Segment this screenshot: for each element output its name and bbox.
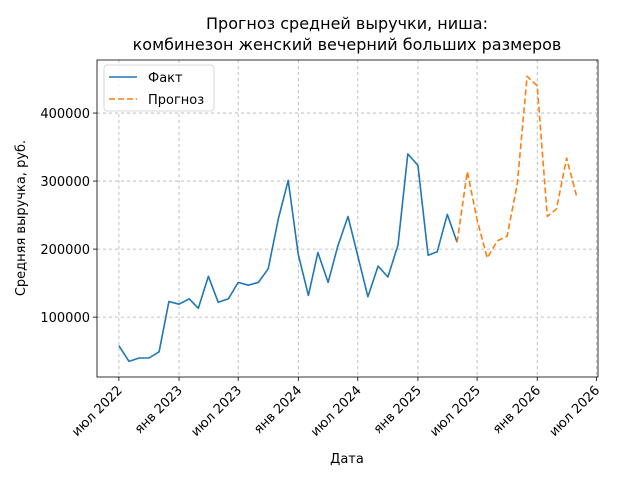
y-tick-label: 200000 (40, 243, 90, 258)
series-line-fact (118, 153, 458, 363)
y-tick-label: 300000 (40, 175, 90, 190)
plot-area-frame (96, 59, 599, 378)
y-tick-label: 100000 (40, 311, 90, 326)
series-line-forecast (456, 75, 578, 259)
legend: Факт Прогноз (103, 64, 215, 112)
y-tick-label: 400000 (40, 107, 90, 122)
grid (97, 60, 598, 377)
legend-entry-label: Прогноз (148, 93, 204, 108)
y-axis-label: Средняя выручка, руб. (14, 140, 29, 296)
chart-title-line2: комбинезон женский вечерний больших разм… (133, 35, 562, 54)
series-lines (118, 75, 578, 363)
legend-entry-label: Факт (148, 71, 183, 86)
chart-title-line1: Прогноз средней выручки, ниша: (206, 14, 488, 33)
x-axis-label: Дата (330, 452, 364, 467)
